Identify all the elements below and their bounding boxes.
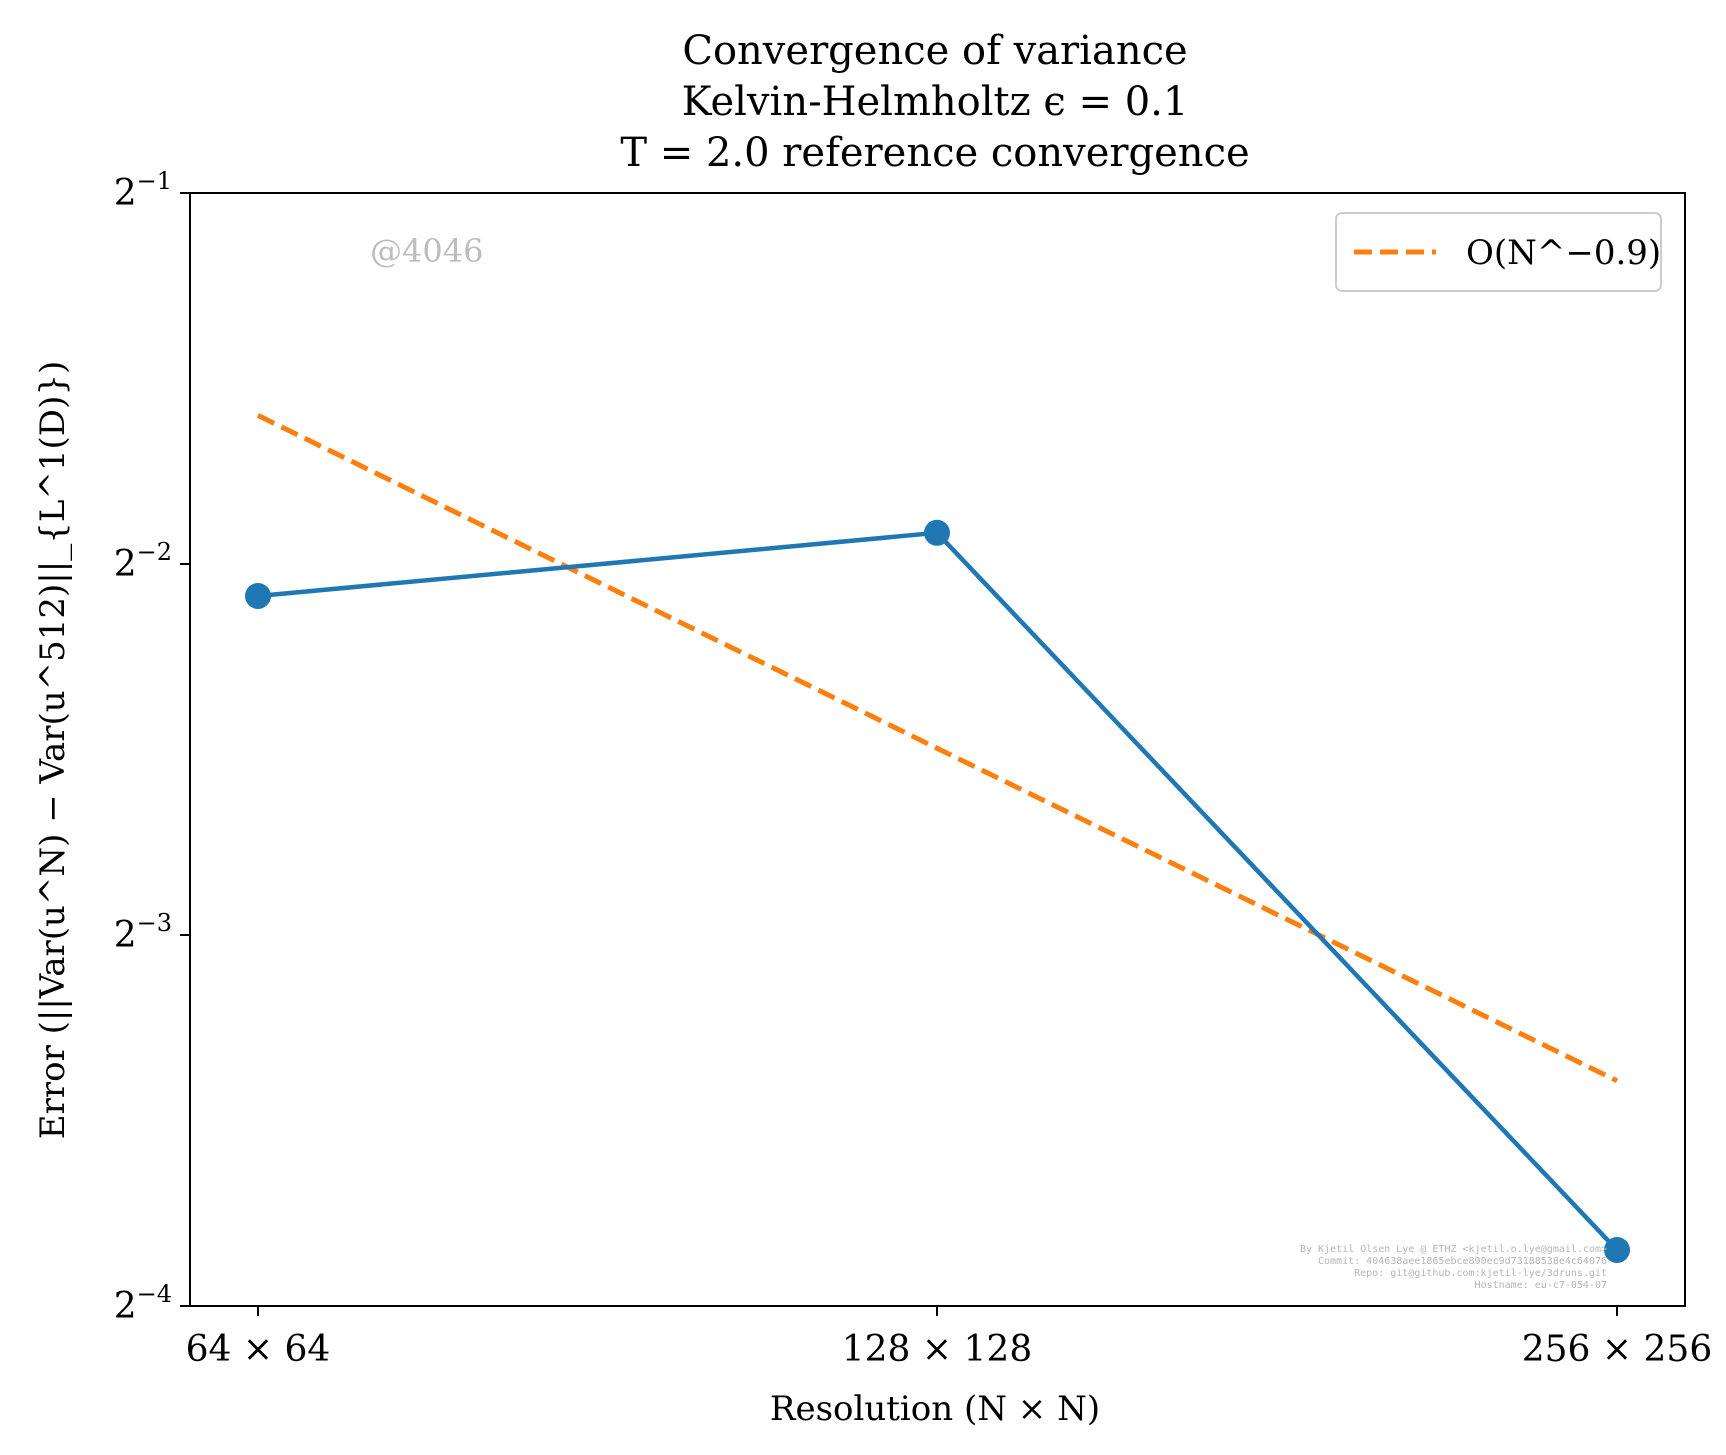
x-tick-label: 128 × 128 xyxy=(842,1329,1032,1370)
data-point xyxy=(245,582,271,609)
data-point xyxy=(924,519,950,546)
series-line-blue xyxy=(257,530,1619,1252)
series-line-reference xyxy=(256,413,1619,1084)
x-tick-label: 64 × 64 xyxy=(186,1329,331,1370)
credit-line-3: Repo: git@github.com:kjetil-lye/3druns.g… xyxy=(1354,1268,1607,1279)
y-tick-label: 2−3 xyxy=(114,909,172,956)
y-axis-ticks: 2−1 2−2 2−3 2−4 xyxy=(114,167,190,1327)
credit-line-4: Hostname: eu-c7-054-07 xyxy=(1475,1280,1607,1291)
data-point xyxy=(1604,1236,1630,1263)
legend-label: O(N^−0.9) xyxy=(1466,233,1661,273)
y-tick-label: 2−4 xyxy=(114,1280,172,1327)
x-axis-label: Resolution (N × N) xyxy=(770,1389,1100,1429)
y-axis-label: Error (||Var(u^N) − Var(u^512)||_{L^1(D)… xyxy=(33,361,73,1139)
watermark: @4046 xyxy=(370,232,483,270)
credit-line-2: Commit: 404638aee1865ebce890ec9d73188538… xyxy=(1318,1256,1607,1267)
chart-title-line-2: Kelvin-Helmholtz ϵ = 0.1 xyxy=(682,79,1189,125)
y-tick-label: 2−2 xyxy=(114,538,172,585)
x-axis-ticks: 64 × 64 128 × 128 256 × 256 xyxy=(186,1306,1712,1370)
credit-line-1: By Kjetil Olsen Lye @ ETHZ <kjetil.o.lye… xyxy=(1300,1244,1607,1255)
y-tick-label: 2−1 xyxy=(114,167,172,214)
chart-title-line-3: T = 2.0 reference convergence xyxy=(620,130,1249,176)
legend-box xyxy=(1335,212,1662,292)
chart-title-line-1: Convergence of variance xyxy=(682,28,1187,74)
legend: O(N^−0.9) xyxy=(1335,212,1662,292)
x-tick-label: 256 × 256 xyxy=(1522,1329,1712,1370)
series-layer xyxy=(245,413,1630,1263)
